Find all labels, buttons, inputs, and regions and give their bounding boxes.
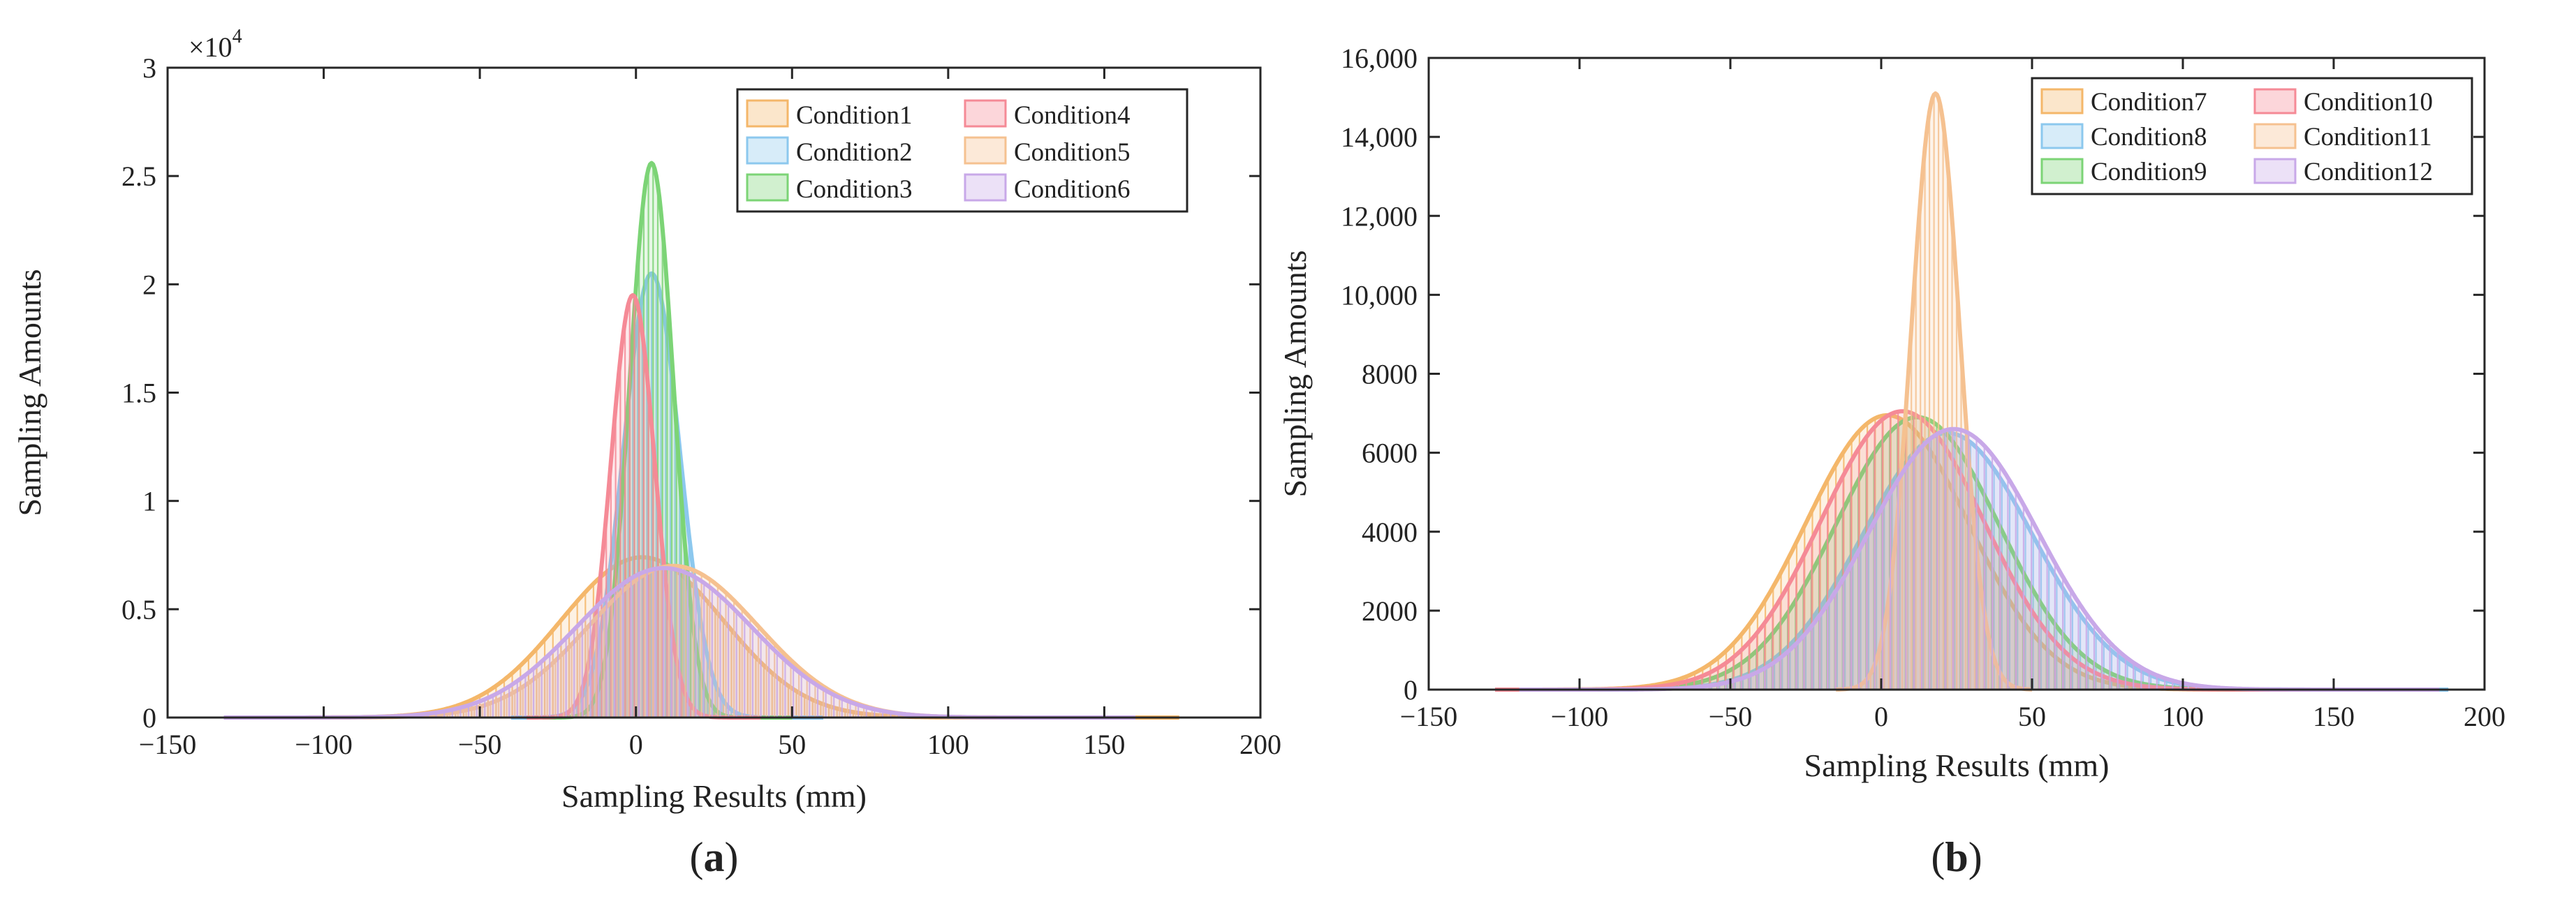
legend-item: Condition5 bbox=[964, 136, 1131, 167]
legend-label: Condition3 bbox=[796, 175, 913, 204]
axis-multiplier: ×104 bbox=[189, 26, 242, 63]
series-Condition12 bbox=[1518, 426, 2440, 692]
y-tick-label: 2000 bbox=[1362, 595, 1418, 627]
series-Condition6 bbox=[223, 565, 1136, 720]
legend-label: Condition2 bbox=[796, 138, 913, 167]
legend-label: Condition10 bbox=[2304, 88, 2433, 117]
y-tick-label: 0 bbox=[1404, 674, 1418, 706]
x-tick-label: −100 bbox=[295, 729, 353, 760]
y-tick-label: 1 bbox=[142, 486, 156, 517]
legend-swatch bbox=[746, 136, 789, 165]
legend-item: Condition9 bbox=[2040, 158, 2207, 186]
legend-label: Condition8 bbox=[2091, 123, 2207, 151]
legend-item: Condition6 bbox=[964, 173, 1131, 204]
y-tick-label: 10,000 bbox=[1341, 279, 1418, 311]
y-tick-label: 0.5 bbox=[122, 594, 156, 625]
legend-label: Condition11 bbox=[2304, 123, 2432, 151]
y-axis-label: Sampling Amounts bbox=[12, 269, 47, 517]
legend-swatch bbox=[964, 99, 1007, 128]
legend-swatch bbox=[2040, 158, 2084, 184]
y-tick-label: 16,000 bbox=[1341, 43, 1418, 74]
legend-label: Condition12 bbox=[2304, 158, 2433, 186]
x-tick-label: −50 bbox=[458, 729, 502, 760]
x-axis-label: Sampling Results (mm) bbox=[1804, 748, 2110, 783]
x-tick-label: −150 bbox=[1400, 701, 1458, 732]
plot-area bbox=[223, 161, 1180, 720]
legend-swatch bbox=[2253, 158, 2297, 184]
y-tick-label: 14,000 bbox=[1341, 121, 1418, 153]
y-tick-label: 2 bbox=[142, 269, 156, 300]
legend-item: Condition4 bbox=[964, 99, 1131, 130]
y-axis-label: Sampling Amounts bbox=[1277, 251, 1313, 498]
legend-label: Condition7 bbox=[2091, 88, 2207, 117]
legend-swatch bbox=[964, 173, 1007, 202]
x-axis-label: Sampling Results (mm) bbox=[561, 778, 867, 814]
legend: Condition1 Condition2 Condition3 Condition4… bbox=[736, 88, 1188, 213]
legend-label: Condition1 bbox=[796, 101, 913, 130]
legend-swatch bbox=[2253, 123, 2297, 149]
legend-item: Condition2 bbox=[746, 136, 913, 167]
x-tick-label: −100 bbox=[1551, 701, 1609, 732]
x-tick-label: 200 bbox=[1239, 729, 1281, 760]
legend-swatch bbox=[2040, 88, 2084, 114]
x-tick-label: 0 bbox=[629, 729, 643, 760]
chart-panel-b: −150 −100 −50 0 50 100 150 20002000400060008000… bbox=[1277, 43, 2505, 880]
y-tick-label: 4000 bbox=[1362, 517, 1418, 548]
legend-box bbox=[2031, 77, 2473, 195]
series-area bbox=[1504, 417, 2424, 690]
y-tick-label: 12,000 bbox=[1341, 200, 1418, 232]
x-tick-label: −50 bbox=[1709, 701, 1753, 732]
y-tick-label: 2.5 bbox=[122, 161, 156, 192]
legend-swatch bbox=[746, 173, 789, 202]
legend-item: Condition11 bbox=[2253, 123, 2432, 151]
legend-label: Condition4 bbox=[1014, 101, 1131, 130]
x-tick-label: 0 bbox=[1874, 701, 1888, 732]
panel-label: (a) bbox=[690, 834, 739, 880]
series-area bbox=[261, 565, 1136, 718]
y-tick-label: 3 bbox=[142, 52, 156, 84]
chart-panel-a: −150 −100 −50 0 50 100 150 200 0 0.5 1 1.5 2 2.5 3 ×104… bbox=[12, 26, 1281, 880]
legend-label: Condition9 bbox=[2091, 158, 2207, 186]
legend-swatch bbox=[2040, 123, 2084, 149]
x-tick-label: 150 bbox=[2313, 701, 2355, 732]
legend-label: Condition5 bbox=[1014, 138, 1131, 167]
panel-label: (b) bbox=[1931, 834, 1982, 880]
plot-area bbox=[1494, 91, 2449, 692]
legend-item: Condition3 bbox=[746, 173, 913, 204]
x-tick-label: 200 bbox=[2464, 701, 2505, 732]
legend-swatch bbox=[964, 136, 1007, 165]
legend-swatch bbox=[2253, 88, 2297, 114]
legend-item: Condition10 bbox=[2253, 88, 2433, 117]
x-tick-label: 50 bbox=[778, 729, 806, 760]
legend-label: Condition6 bbox=[1014, 175, 1131, 204]
legend-box bbox=[736, 88, 1188, 213]
legend-item: Condition1 bbox=[746, 99, 913, 130]
x-tick-label: 100 bbox=[2162, 701, 2204, 732]
legend-item: Condition12 bbox=[2253, 158, 2433, 186]
x-tick-label: 150 bbox=[1083, 729, 1125, 760]
legend-item: Condition7 bbox=[2040, 88, 2207, 117]
y-tick-label: 8000 bbox=[1362, 359, 1418, 390]
legend: Condition7 Condition8 Condition9 Condition1… bbox=[2031, 77, 2473, 195]
y-tick-label: 6000 bbox=[1362, 438, 1418, 469]
x-tick-label: 100 bbox=[927, 729, 969, 760]
y-tick-label: 1.5 bbox=[122, 378, 156, 409]
series-area bbox=[1519, 429, 2440, 690]
legend-swatch bbox=[746, 99, 789, 128]
y-tick-label: 0 bbox=[142, 702, 156, 734]
x-tick-label: −150 bbox=[139, 729, 197, 760]
x-tick-label: 50 bbox=[2018, 701, 2046, 732]
legend-item: Condition8 bbox=[2040, 123, 2207, 151]
